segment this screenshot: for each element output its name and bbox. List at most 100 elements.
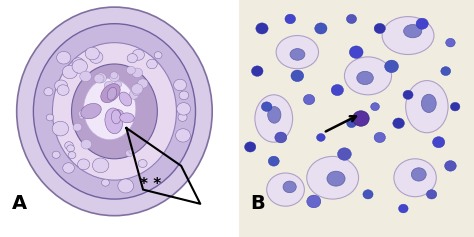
Ellipse shape bbox=[255, 95, 292, 142]
Ellipse shape bbox=[131, 84, 143, 94]
Ellipse shape bbox=[118, 179, 134, 193]
Ellipse shape bbox=[441, 67, 451, 76]
Ellipse shape bbox=[129, 149, 135, 154]
Ellipse shape bbox=[83, 78, 136, 140]
Ellipse shape bbox=[101, 179, 109, 186]
Ellipse shape bbox=[89, 51, 103, 63]
Ellipse shape bbox=[46, 114, 54, 121]
Ellipse shape bbox=[101, 84, 120, 103]
Ellipse shape bbox=[85, 47, 100, 60]
Ellipse shape bbox=[72, 59, 88, 73]
Ellipse shape bbox=[404, 24, 422, 38]
Ellipse shape bbox=[64, 142, 73, 149]
Ellipse shape bbox=[63, 65, 77, 79]
Ellipse shape bbox=[154, 52, 162, 59]
Ellipse shape bbox=[133, 88, 141, 96]
Ellipse shape bbox=[371, 103, 379, 111]
Ellipse shape bbox=[245, 142, 256, 152]
Ellipse shape bbox=[353, 111, 369, 126]
Text: B: B bbox=[250, 194, 265, 213]
Ellipse shape bbox=[127, 66, 136, 74]
Ellipse shape bbox=[317, 134, 325, 141]
Ellipse shape bbox=[283, 181, 296, 193]
Ellipse shape bbox=[179, 91, 189, 100]
Ellipse shape bbox=[450, 102, 460, 111]
Ellipse shape bbox=[315, 23, 327, 34]
Ellipse shape bbox=[357, 71, 374, 85]
Ellipse shape bbox=[81, 104, 101, 119]
Ellipse shape bbox=[421, 94, 436, 113]
Ellipse shape bbox=[307, 156, 358, 199]
Ellipse shape bbox=[104, 81, 114, 90]
Ellipse shape bbox=[384, 60, 399, 73]
Ellipse shape bbox=[177, 103, 191, 115]
Ellipse shape bbox=[53, 43, 176, 180]
Ellipse shape bbox=[52, 151, 60, 158]
Ellipse shape bbox=[256, 23, 268, 34]
Ellipse shape bbox=[416, 18, 428, 29]
Ellipse shape bbox=[129, 91, 139, 99]
Ellipse shape bbox=[268, 156, 279, 166]
Ellipse shape bbox=[92, 158, 109, 173]
Ellipse shape bbox=[55, 80, 68, 92]
Ellipse shape bbox=[307, 195, 321, 208]
Ellipse shape bbox=[68, 152, 76, 159]
Ellipse shape bbox=[290, 49, 305, 60]
Ellipse shape bbox=[382, 17, 434, 55]
Ellipse shape bbox=[111, 110, 121, 124]
Ellipse shape bbox=[445, 161, 456, 171]
Ellipse shape bbox=[393, 118, 404, 128]
Ellipse shape bbox=[127, 54, 137, 63]
Ellipse shape bbox=[406, 81, 448, 133]
Ellipse shape bbox=[132, 49, 145, 60]
Ellipse shape bbox=[138, 160, 147, 168]
Ellipse shape bbox=[52, 121, 69, 136]
Ellipse shape bbox=[72, 64, 157, 159]
Ellipse shape bbox=[268, 107, 281, 123]
Ellipse shape bbox=[252, 66, 263, 76]
Ellipse shape bbox=[119, 92, 132, 106]
Ellipse shape bbox=[146, 59, 157, 69]
Ellipse shape bbox=[403, 90, 413, 99]
Ellipse shape bbox=[63, 163, 74, 173]
Ellipse shape bbox=[95, 73, 107, 83]
Ellipse shape bbox=[331, 85, 344, 96]
Ellipse shape bbox=[44, 88, 53, 96]
Ellipse shape bbox=[81, 139, 91, 149]
Ellipse shape bbox=[33, 24, 195, 199]
Ellipse shape bbox=[126, 150, 133, 157]
Ellipse shape bbox=[346, 119, 356, 128]
Ellipse shape bbox=[67, 145, 74, 152]
Ellipse shape bbox=[345, 57, 392, 95]
Ellipse shape bbox=[327, 171, 345, 186]
Ellipse shape bbox=[446, 38, 455, 47]
Ellipse shape bbox=[303, 94, 315, 105]
Ellipse shape bbox=[107, 87, 117, 100]
Ellipse shape bbox=[73, 123, 82, 131]
Ellipse shape bbox=[337, 148, 351, 160]
Ellipse shape bbox=[374, 132, 385, 143]
Ellipse shape bbox=[291, 70, 304, 82]
Ellipse shape bbox=[72, 58, 84, 69]
Ellipse shape bbox=[17, 7, 212, 216]
Text: A: A bbox=[12, 194, 27, 213]
Text: * *: * * bbox=[139, 177, 161, 192]
Ellipse shape bbox=[110, 72, 118, 79]
Ellipse shape bbox=[94, 74, 104, 83]
Ellipse shape bbox=[346, 14, 356, 23]
Ellipse shape bbox=[363, 190, 373, 199]
Ellipse shape bbox=[427, 190, 437, 199]
Ellipse shape bbox=[433, 137, 445, 148]
Ellipse shape bbox=[85, 109, 93, 115]
Ellipse shape bbox=[173, 79, 186, 91]
Ellipse shape bbox=[411, 168, 426, 181]
Ellipse shape bbox=[109, 72, 120, 82]
Ellipse shape bbox=[110, 109, 123, 118]
Ellipse shape bbox=[56, 51, 71, 64]
Ellipse shape bbox=[79, 114, 85, 119]
Ellipse shape bbox=[267, 173, 304, 206]
Ellipse shape bbox=[374, 23, 385, 33]
Ellipse shape bbox=[137, 79, 148, 88]
Ellipse shape bbox=[275, 132, 287, 143]
Ellipse shape bbox=[132, 68, 143, 78]
